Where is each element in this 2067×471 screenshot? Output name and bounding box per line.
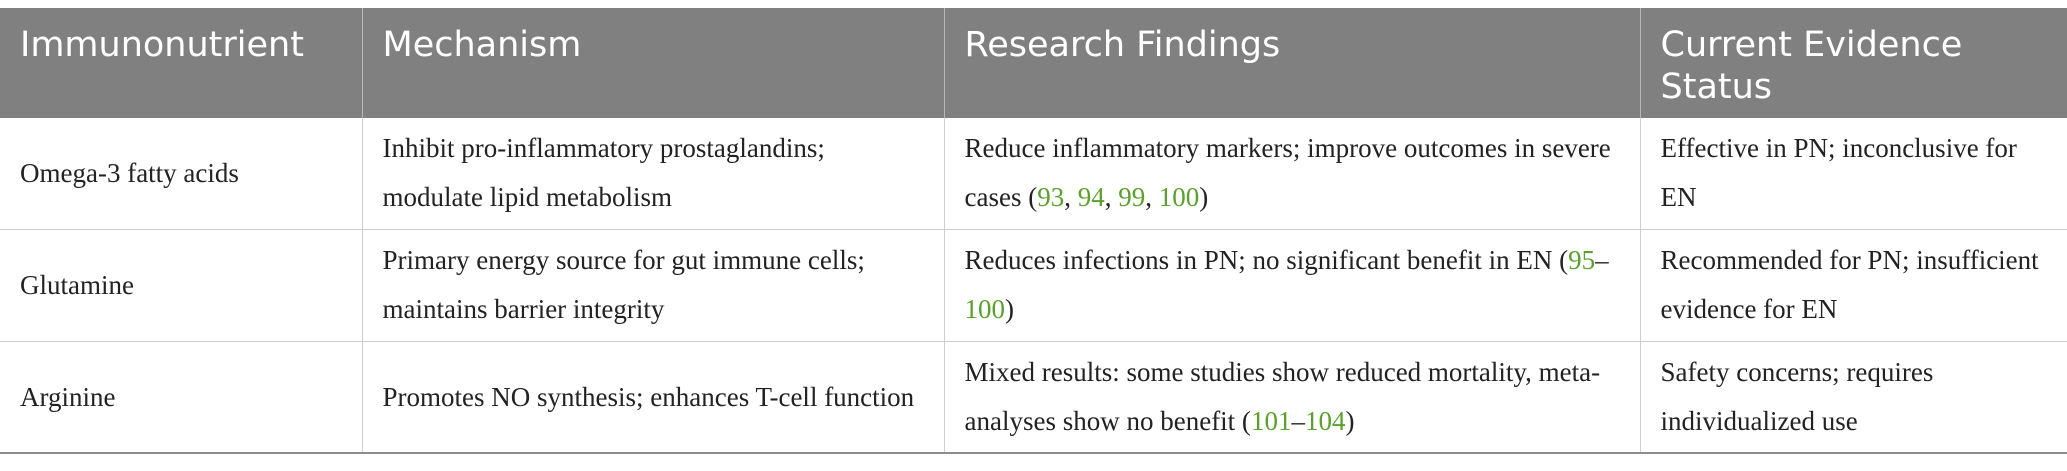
reference-link[interactable]: 101	[1250, 406, 1292, 436]
immunonutrient-table: Immunonutrient Mechanism Research Findin…	[0, 8, 2067, 454]
table-row: Glutamine Primary energy source for gut …	[0, 229, 2067, 342]
reference-link[interactable]: 100	[964, 294, 1006, 324]
immunonutrient-table-container: Immunonutrient Mechanism Research Findin…	[0, 8, 2067, 454]
table-row: Arginine Promotes NO synthesis; enhances…	[0, 341, 2067, 454]
cell-evidence-status: Effective in PN; inconclusive for EN	[1639, 118, 2067, 230]
reference-link[interactable]: 94	[1077, 182, 1105, 213]
table-row: Omega-3 fatty acids Inhibit pro-inflamma…	[0, 118, 2067, 230]
reference-link[interactable]: 100	[1158, 182, 1200, 213]
reference-link[interactable]: 95	[1568, 245, 1596, 275]
header-mechanism: Mechanism	[361, 8, 944, 118]
cell-research-findings: Reduces infections in PN; no significant…	[943, 229, 1640, 342]
cell-immunonutrient: Arginine	[0, 341, 362, 454]
findings-text: Reduce inflammatory markers; improve out…	[964, 133, 1611, 213]
reference-link[interactable]: 104	[1304, 406, 1346, 436]
table-body: Omega-3 fatty acids Inhibit pro-inflamma…	[0, 118, 2067, 454]
reference-link[interactable]: 99	[1118, 182, 1146, 213]
cell-evidence-status: Recommended for PN; insufficient evidenc…	[1639, 229, 2067, 342]
reference-link[interactable]: 93	[1037, 182, 1065, 213]
findings-close: )	[1199, 182, 1209, 213]
header-research-findings: Research Findings	[943, 8, 1640, 118]
header-immunonutrient: Immunonutrient	[0, 8, 362, 118]
table-bottom-rule	[0, 452, 2067, 454]
findings-text: Mixed results: some studies show reduced…	[964, 357, 1601, 436]
findings-close: )	[1345, 406, 1355, 436]
cell-immunonutrient: Glutamine	[0, 229, 362, 342]
findings-text: Reduces infections in PN; no significant…	[964, 245, 1569, 275]
header-current-evidence-status: Current Evidence Status	[1639, 8, 2067, 118]
cell-immunonutrient: Omega-3 fatty acids	[0, 118, 362, 230]
findings-close: )	[1005, 294, 1014, 324]
cell-mechanism: Inhibit pro-inflammatory prostaglandins;…	[361, 118, 944, 230]
cell-mechanism: Primary energy source for gut immune cel…	[361, 229, 944, 342]
cell-mechanism: Promotes NO synthesis; enhances T-cell f…	[361, 341, 944, 454]
cell-evidence-status: Safety concerns; requires individualized…	[1639, 341, 2067, 454]
table-header: Immunonutrient Mechanism Research Findin…	[0, 8, 2067, 118]
header-row: Immunonutrient Mechanism Research Findin…	[0, 8, 2067, 118]
cell-research-findings: Reduce inflammatory markers; improve out…	[943, 118, 1640, 230]
cell-research-findings: Mixed results: some studies show reduced…	[943, 341, 1640, 454]
